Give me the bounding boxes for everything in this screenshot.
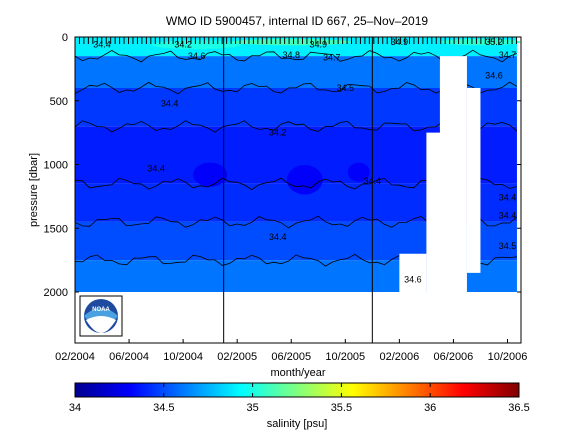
x-tick-label: 02/2004 [55,351,95,363]
colorbar-tick-label: 34 [69,402,81,414]
noaa-logo: NOAA [79,295,123,337]
salinity-patch [193,162,228,187]
contour-label: 34.4 [161,98,179,108]
colorbar-gradient [74,382,520,398]
colorbar-tick-label: 35.5 [331,402,352,414]
contour-label: 34.6 [485,70,503,80]
contour-label: 34.4 [499,211,517,221]
contour-label: 34.4 [147,163,165,173]
profile-ticks [74,37,518,44]
y-tick-label: 0 [62,32,68,44]
data-gap [466,88,481,273]
y-tick-label: 1000 [44,160,68,172]
contour-label: 34.8 [282,50,300,60]
x-tick-label: 02/2005 [217,351,257,363]
y-tick-label: 1500 [44,223,68,235]
x-tick-label: 10/2005 [325,351,365,363]
x-tick-label: 10/2004 [163,351,203,363]
salinity-patch [231,38,352,46]
y-axis-label: pressure [dbar] [28,153,40,227]
svg-text:NOAA: NOAA [92,307,110,313]
contour-label: 34.2 [269,128,287,138]
contour-label: 34.4 [499,193,517,203]
colorbar-ticks: 34 34.5 35 35.5 36 36.5 [69,383,530,414]
contour-label: 34.6 [188,51,206,61]
contour-label: 34.6 [404,274,422,284]
chart-title: WMO ID 5900457, internal ID 667, 25–Nov–… [166,14,428,28]
colorbar: 34 34.5 35 35.5 36 36.5 salinity [psu] [69,382,530,430]
y-tick-label: 500 [50,96,68,108]
colorbar-label: salinity [psu] [267,418,328,430]
y-axis-ticks: 0 500 1000 1500 2000 [44,32,521,299]
contour-label: 34.5 [337,83,355,93]
contour-label: 34.4 [93,40,111,50]
plot-frame [74,36,522,344]
y-tick-label: 2000 [44,287,68,299]
colorbar-tick-label: 36.5 [508,402,529,414]
x-tick-label: 02/2006 [379,351,419,363]
x-tick-label: 10/2006 [488,351,528,363]
data-gaps [399,56,481,343]
data-gap [399,253,427,343]
x-tick-label: 06/2006 [434,351,474,363]
contour-label: 34.2 [174,40,192,50]
contour-label: 34.7 [323,52,341,62]
contour-label: 34.9 [391,37,409,47]
contour-label: 34.4 [269,232,287,242]
vertical-markers [223,37,373,343]
x-axis-label: month/year [270,367,325,379]
contour-label: 34.9 [310,40,328,50]
salinity-patch [286,165,323,195]
colorbar-tick-label: 36 [424,402,436,414]
colorbar-tick-label: 35 [246,402,258,414]
x-tick-label: 06/2004 [109,351,149,363]
plot-area: 34.434.234.634.834.934.734.935.234.734.6… [75,37,521,343]
x-axis-ticks: 02/2004 06/2004 10/2004 02/2005 06/2005 10/20… [55,339,527,363]
x-tick-label: 06/2005 [271,351,311,363]
data-gap [439,56,467,343]
salinity-patch [151,40,242,50]
contour-label: 34.7 [499,50,517,60]
colorbar-tick-label: 34.5 [153,402,174,414]
salinity-patch [347,162,370,182]
contour-label: 34.5 [499,241,517,251]
